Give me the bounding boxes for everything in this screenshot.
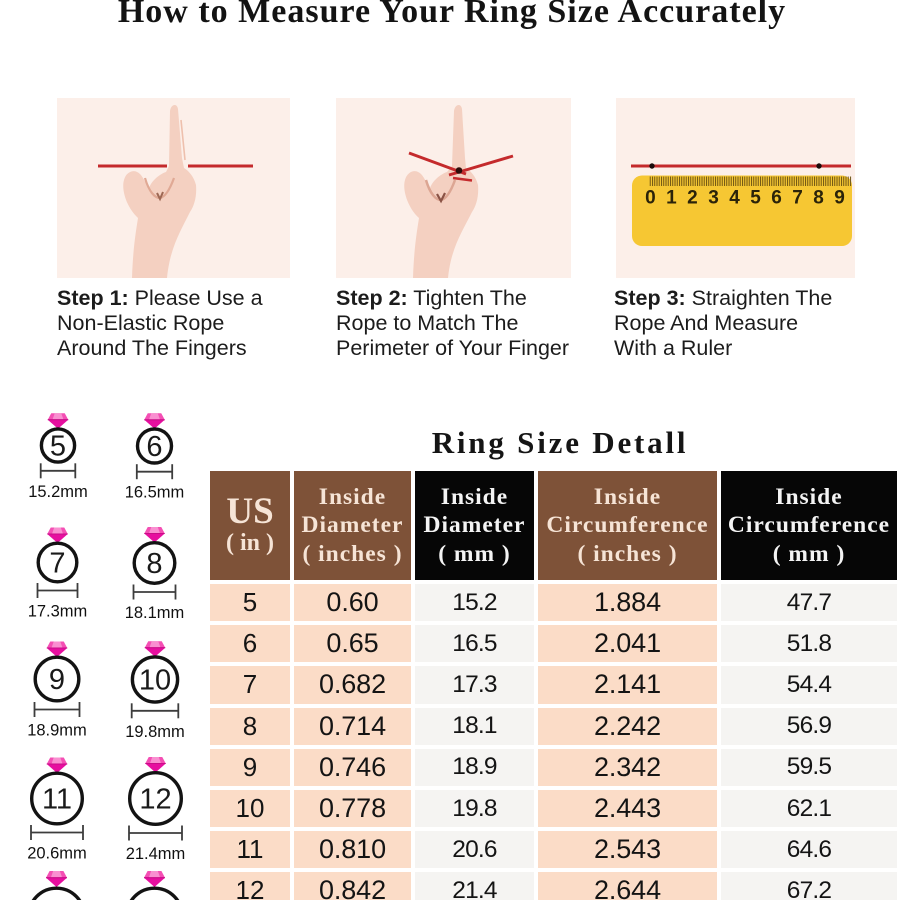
svg-text:15.2mm: 15.2mm [28,483,88,501]
svg-text:5: 5 [750,188,761,209]
svg-text:11: 11 [42,784,72,816]
svg-text:6: 6 [771,188,782,209]
svg-text:19.8mm: 19.8mm [125,723,185,741]
svg-text:8: 8 [813,188,824,209]
svg-text:12: 12 [139,784,171,816]
svg-text:7: 7 [792,188,803,209]
svg-text:10: 10 [139,665,171,697]
svg-text:6: 6 [146,431,162,463]
svg-text:18.1mm: 18.1mm [125,604,185,622]
svg-text:3: 3 [708,188,719,209]
svg-text:21.4mm: 21.4mm [126,845,186,863]
svg-text:7: 7 [49,548,65,580]
svg-text:20.6mm: 20.6mm [27,845,87,863]
svg-text:0: 0 [645,188,656,209]
svg-text:1: 1 [666,188,677,209]
svg-text:18.9mm: 18.9mm [27,722,87,740]
svg-text:9: 9 [834,188,845,209]
svg-text:17.3mm: 17.3mm [28,603,88,621]
svg-text:2: 2 [687,188,698,209]
svg-text:4: 4 [729,188,740,209]
svg-text:9: 9 [49,664,65,696]
svg-text:16.5mm: 16.5mm [125,484,185,502]
svg-text:5: 5 [50,431,66,463]
svg-text:8: 8 [146,548,162,580]
